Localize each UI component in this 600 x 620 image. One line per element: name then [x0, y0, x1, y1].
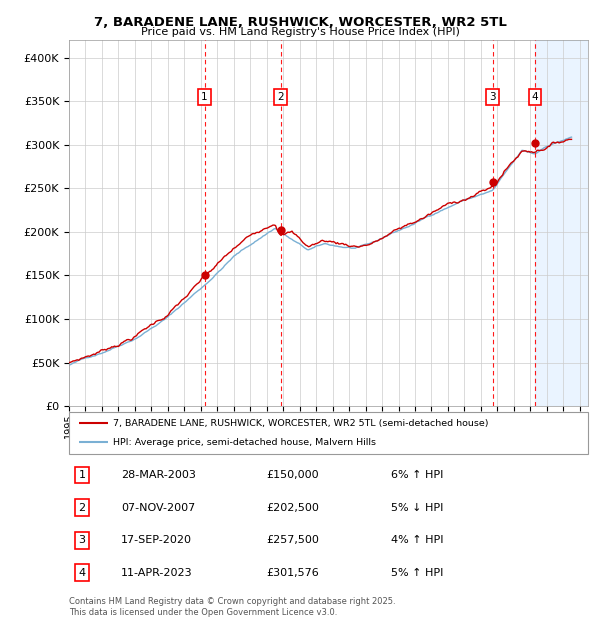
Text: 3: 3 [489, 92, 496, 102]
Text: Contains HM Land Registry data © Crown copyright and database right 2025.
This d: Contains HM Land Registry data © Crown c… [69, 598, 395, 617]
FancyBboxPatch shape [69, 412, 588, 454]
Text: HPI: Average price, semi-detached house, Malvern Hills: HPI: Average price, semi-detached house,… [113, 438, 376, 447]
Text: £301,576: £301,576 [266, 568, 319, 578]
Text: £257,500: £257,500 [266, 535, 319, 545]
Text: 4: 4 [79, 568, 86, 578]
Bar [535, 40, 588, 406]
Text: 7, BARADENE LANE, RUSHWICK, WORCESTER, WR2 5TL: 7, BARADENE LANE, RUSHWICK, WORCESTER, W… [94, 16, 506, 29]
Text: 07-NOV-2007: 07-NOV-2007 [121, 503, 195, 513]
Text: 4: 4 [532, 92, 538, 102]
Text: 1: 1 [201, 92, 208, 102]
Text: Price paid vs. HM Land Registry's House Price Index (HPI): Price paid vs. HM Land Registry's House … [140, 27, 460, 37]
Text: 17-SEP-2020: 17-SEP-2020 [121, 535, 192, 545]
Text: 28-MAR-2003: 28-MAR-2003 [121, 470, 196, 480]
Text: 4% ↑ HPI: 4% ↑ HPI [391, 535, 443, 545]
Text: 5% ↓ HPI: 5% ↓ HPI [391, 503, 443, 513]
Text: 11-APR-2023: 11-APR-2023 [121, 568, 193, 578]
Text: £150,000: £150,000 [266, 470, 319, 480]
Text: 1: 1 [79, 470, 85, 480]
Text: 2: 2 [79, 503, 86, 513]
Text: 7, BARADENE LANE, RUSHWICK, WORCESTER, WR2 5TL (semi-detached house): 7, BARADENE LANE, RUSHWICK, WORCESTER, W… [113, 418, 488, 428]
Text: 2: 2 [277, 92, 284, 102]
Text: 3: 3 [79, 535, 85, 545]
Text: 5% ↑ HPI: 5% ↑ HPI [391, 568, 443, 578]
Text: £202,500: £202,500 [266, 503, 319, 513]
Text: 6% ↑ HPI: 6% ↑ HPI [391, 470, 443, 480]
